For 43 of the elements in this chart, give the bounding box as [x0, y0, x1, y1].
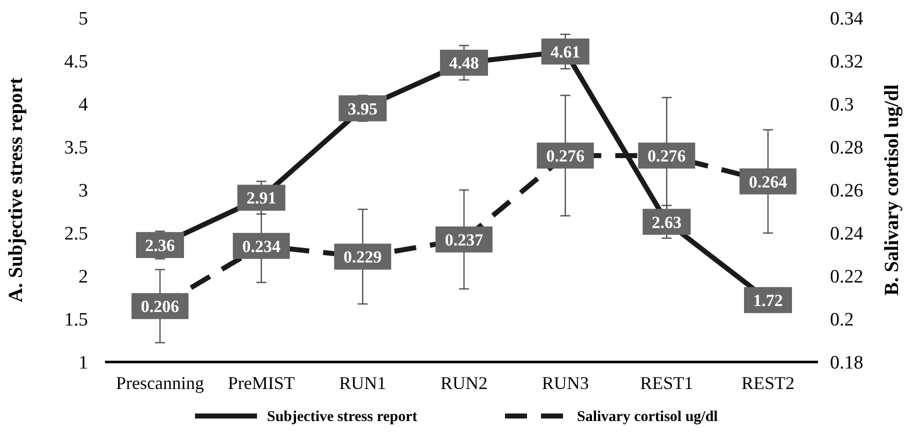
- data-label: 4.61: [550, 42, 580, 62]
- x-tick-label: RUN2: [440, 373, 488, 393]
- legend-label: Subjective stress report: [267, 409, 418, 425]
- x-tick-label: PreMIST: [228, 373, 295, 393]
- y2-axis-title: B. Salivary cortisol ug/dl: [881, 84, 903, 296]
- y2-tick-label: 0.26: [830, 180, 864, 202]
- legend-label: Salivary cortisol ug/dl: [577, 409, 718, 425]
- data-label: 0.234: [242, 236, 281, 256]
- data-label: 0.264: [748, 172, 788, 192]
- data-label: 2.36: [145, 236, 175, 256]
- y2-tick-label: 0.34: [830, 8, 864, 30]
- x-tick-label: RUN1: [339, 373, 386, 393]
- x-tick-label: Prescanning: [116, 373, 204, 393]
- y-tick-label: 4.5: [64, 52, 88, 73]
- y2-tick-label: 0.32: [830, 52, 864, 73]
- y-tick-label: 1.5: [64, 310, 88, 331]
- y-axis-title: A. Subjective stress report: [5, 77, 27, 302]
- data-label: 2.91: [246, 188, 276, 208]
- y-tick-label: 3: [78, 180, 88, 202]
- y-tick-label: 5: [78, 8, 88, 30]
- y2-tick-label: 0.18: [830, 352, 864, 374]
- data-label: 0.206: [140, 297, 180, 316]
- y2-tick-label: 0.24: [830, 224, 864, 245]
- data-label: 4.48: [449, 54, 479, 73]
- x-tick-label: RUN3: [542, 373, 589, 393]
- data-label: 1.72: [753, 291, 783, 310]
- y-tick-label: 2.5: [64, 224, 88, 245]
- y2-tick-label: 0.28: [830, 138, 864, 159]
- y2-tick-label: 0.3: [830, 94, 854, 116]
- y-tick-label: 1: [78, 352, 88, 374]
- data-label: 0.229: [344, 248, 382, 267]
- x-tick-label: REST2: [741, 373, 795, 393]
- y-tick-label: 2: [78, 266, 88, 288]
- data-label: 2.63: [652, 212, 682, 232]
- data-label: 3.95: [348, 99, 378, 118]
- y-tick-label: 3.5: [64, 138, 88, 159]
- data-label: 0.276: [546, 146, 584, 166]
- y-tick-label: 4: [78, 94, 88, 116]
- data-label: 0.276: [648, 146, 686, 166]
- y2-tick-label: 0.2: [830, 310, 854, 331]
- y2-tick-label: 0.22: [830, 266, 864, 288]
- x-tick-label: REST1: [640, 373, 694, 393]
- data-label: 0.237: [444, 230, 484, 250]
